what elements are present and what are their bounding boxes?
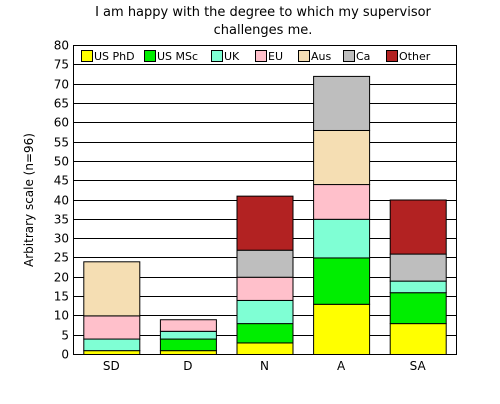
legend-background <box>77 48 413 64</box>
chart-title-line-1: I am happy with the degree to which my s… <box>95 5 431 20</box>
bar-segment <box>313 303 371 356</box>
y-tick-label: 15 <box>54 290 69 304</box>
plot-border <box>73 45 457 355</box>
legend-label: EU <box>268 50 283 63</box>
bar-segment <box>236 195 294 251</box>
plot-frame <box>73 45 457 355</box>
x-tick-labels: SD D N A SA <box>103 359 427 373</box>
bar-segment <box>389 253 447 282</box>
legend-label: Ca <box>356 50 370 63</box>
legend-swatch <box>343 50 355 62</box>
bar-segment <box>236 276 294 301</box>
y-tick-label: 60 <box>54 116 69 130</box>
legend-swatch <box>81 50 93 62</box>
x-tick-label: SD <box>103 359 120 373</box>
bar-segment <box>159 350 217 356</box>
legend-swatch <box>211 50 223 62</box>
legend-label: UK <box>224 50 240 63</box>
y-tick-label: 5 <box>61 329 69 343</box>
bar-segment <box>159 319 217 332</box>
y-tick-label: 25 <box>54 251 69 265</box>
legend-label: Other <box>399 50 431 63</box>
y-tick-label: 55 <box>54 136 69 150</box>
y-tick-label: 35 <box>54 213 69 227</box>
legend-swatch <box>386 50 398 62</box>
y-tick-label: 20 <box>54 271 69 285</box>
y-tick-label: 65 <box>54 97 69 111</box>
bar-segment <box>83 350 141 356</box>
x-tick-label: A <box>337 359 346 373</box>
bar-segment <box>236 249 294 278</box>
bars <box>83 75 447 356</box>
y-tick-label: 45 <box>54 174 69 188</box>
legend-swatch <box>144 50 156 62</box>
bar-segment <box>236 299 294 325</box>
x-tick-label: N <box>260 359 269 373</box>
y-tick-label: 80 <box>54 39 69 53</box>
bar-segment <box>313 257 371 305</box>
bar-segment <box>313 184 371 220</box>
bar-segment <box>313 129 371 186</box>
y-axis-label: Arbitrary scale (n=96) <box>22 133 36 267</box>
y-tick-label: 50 <box>54 155 69 169</box>
bar-segment <box>159 338 217 352</box>
y-tick-label: 75 <box>54 58 69 72</box>
y-tick-label: 40 <box>54 194 69 208</box>
bar-segment <box>313 218 371 259</box>
bar-segment <box>389 323 447 356</box>
bar-segment <box>389 199 447 255</box>
bar-segment <box>236 342 294 356</box>
bar-segment <box>159 330 217 340</box>
bar-segment <box>389 280 447 294</box>
x-tick-label: D <box>183 359 192 373</box>
bar-segment <box>236 323 294 344</box>
y-tick-label: 10 <box>54 309 69 323</box>
bar-segment <box>83 261 141 317</box>
y-ticks: 0 5 10 15 20 25 30 35 40 45 50 55 60 65 70 75 80 <box>54 39 69 362</box>
legend-label: US PhD <box>94 50 135 63</box>
bar-segment <box>83 338 141 352</box>
y-tick-label: 70 <box>54 78 69 92</box>
bar-segment <box>83 315 141 340</box>
legend: US PhD US MSc UK EU Aus Ca Other <box>77 48 431 64</box>
chart-title-line-2: challenges me. <box>214 23 313 38</box>
bar-segment <box>389 292 447 325</box>
legend-swatch <box>255 50 267 62</box>
legend-swatch <box>298 50 310 62</box>
legend-label: US MSc <box>157 50 198 63</box>
bar-segment <box>313 75 371 131</box>
legend-label: Aus <box>311 50 331 63</box>
x-tick-label: SA <box>410 359 427 373</box>
y-tick-label: 0 <box>61 348 69 362</box>
y-tick-label: 30 <box>54 232 69 246</box>
